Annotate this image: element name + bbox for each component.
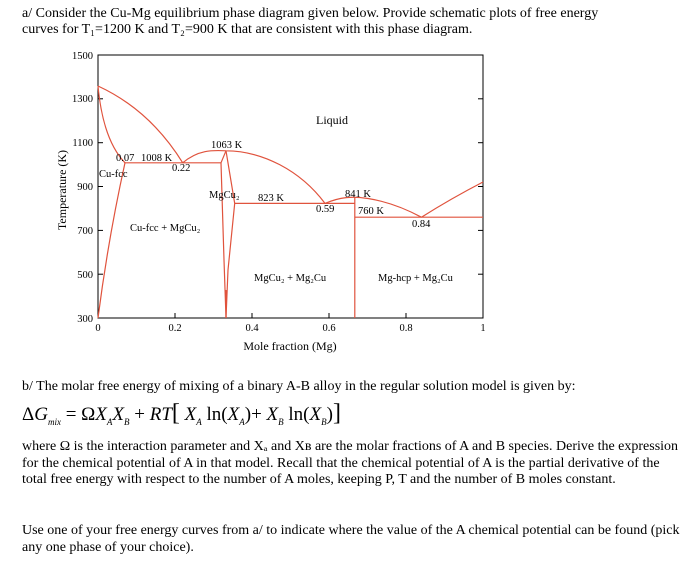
annotation: 1063 K [211,140,243,151]
annotation: 760 K [358,206,384,217]
question-a-line1: a/ Consider the Cu-Mg equilibrium phase … [22,6,599,21]
regular-solution-equation: ΔGmix = ΩXAXB + RT[ XA ln(XA)+ XB ln(XB)… [22,400,341,427]
question-b-use: Use one of your free energy curves from … [22,523,680,555]
region-cu-fcc-mgcu2: Cu-fcc + MgCu₂ [130,223,201,234]
annotation: 1008 K [141,153,173,164]
x-tick-label: 0.2 [168,323,181,334]
region-mgcu2: MgCu₂ [209,190,240,201]
x-tick-label: 0.4 [245,323,259,334]
y-tick-label: 1500 [72,51,93,62]
region-mg-hcp-mg2cu: Mg-hcp + Mg₂Cu [378,273,454,284]
y-tick-label: 900 [77,182,93,193]
question-a-line2: curves for T₁=1200 K and T₂=900 K that a… [22,22,473,37]
question-b-where: where Ω is the interaction parameter and… [22,439,679,487]
annotation: 0.84 [412,219,431,230]
y-axis-label: Temperature (K) [55,150,69,230]
y-tick-label: 700 [77,226,93,237]
annotation: 823 K [258,193,284,204]
region-liquid: Liquid [316,113,348,127]
y-tick-label: 300 [77,314,93,325]
x-tick-label: 0 [95,323,100,334]
phase-diagram: 1500 1300 1100 900 700 500 300 0 0.2 0.4… [55,51,486,353]
question-b-intro: b/ The molar free energy of mixing of a … [22,379,576,394]
annotation: 0.07 [116,153,134,164]
annotation: 0.59 [316,204,334,215]
annotation: 841 K [345,189,371,200]
x-tick-label: 0.6 [322,323,335,334]
y-tick-label: 1100 [72,138,93,149]
y-tick-label: 500 [77,270,93,281]
x-tick-label: 1 [480,323,485,334]
region-mgcu2-mg2cu: MgCu₂ + Mg₂Cu [254,273,327,284]
x-tick-label: 0.8 [399,323,412,334]
y-tick-label: 1300 [72,94,93,105]
phase-boundaries [97,85,484,319]
region-cu-fcc: Cu-fcc [99,169,128,180]
y-ticks [98,98,483,318]
x-axis-label: Mole fraction (Mg) [243,339,336,353]
annotation: 0.22 [172,163,190,174]
